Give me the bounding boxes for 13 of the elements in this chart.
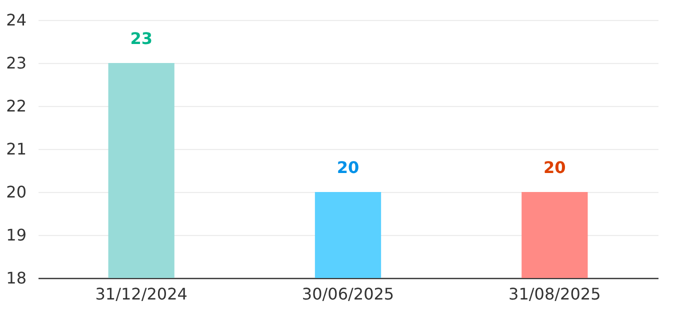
y-tick-label: 19 [6,226,26,244]
y-tick-label: 22 [6,96,26,116]
data-label: 20 [336,158,360,177]
y-tick-label: 21 [6,140,26,158]
y-tick-label: 24 [6,10,26,30]
data-label: 23 [130,29,152,48]
y-tick-label: 20 [6,182,26,202]
data-label: 20 [544,158,566,177]
x-tick-label: 31/12/2024 [95,284,188,304]
y-tick-label: 23 [6,54,26,72]
x-tick-label: 31/08/2025 [508,284,601,304]
x-tick-label: 30/06/2025 [302,284,394,304]
y-tick-label: 18 [6,268,26,288]
